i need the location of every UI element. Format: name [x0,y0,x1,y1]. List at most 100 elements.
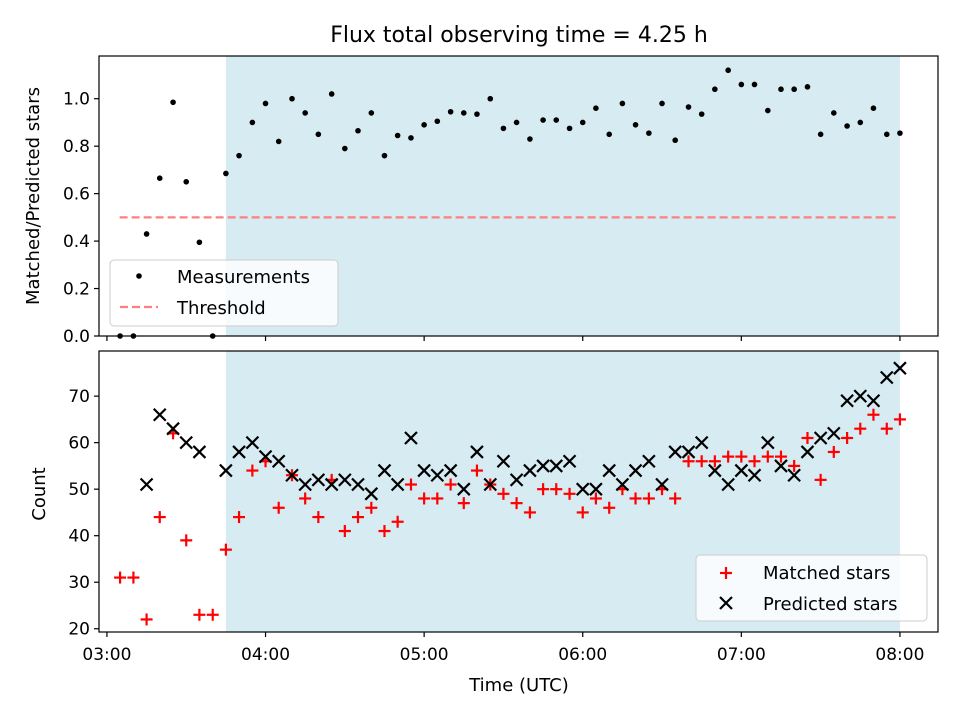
matched-star-point [788,459,801,472]
measurement-point [897,130,903,136]
legend-measurements-marker [136,273,142,279]
matched-star-point [272,501,285,514]
matched-star-point [457,497,470,510]
predicted-star-point [139,477,154,492]
matched-star-point [669,492,682,505]
measurement-point [315,131,322,138]
matched-star-point [722,450,735,463]
measurement-point [725,67,731,74]
predicted-star-point [721,477,735,492]
matched-star-point [418,492,431,505]
bottom-axes-frame [98,350,939,633]
predicted-star-point [232,445,246,459]
legend-threshold-label: Threshold [176,298,266,319]
predicted-star-point [827,426,841,441]
predicted-star-point [708,463,722,478]
x-tick-label: 08:00 [875,645,924,665]
predicted-star-point [787,468,801,482]
predicted-star-point [338,473,352,487]
matched-star-point [140,613,153,626]
predicted-star-point [761,435,775,450]
bottom-y-tick-label: 50 [68,480,90,500]
predicted-star-point [377,463,392,478]
predicted-star-point [747,468,762,482]
predicted-star-point [642,454,656,469]
predicted-star-point [866,394,881,408]
measurement-point [342,145,348,152]
matched-star-point [338,525,351,538]
matched-star-point [114,571,127,584]
predicted-star-point [589,482,603,496]
measurement-point [447,108,454,115]
legend-matched-label: Matched stars [763,563,890,584]
matched-star-point [153,511,166,524]
measurement-point [170,99,176,106]
predicted-star-point [774,459,788,473]
measurement-point [474,111,480,117]
top-y-tick-label: 0.4 [63,232,90,252]
matched-star-point [642,492,655,505]
measurement-point [156,175,163,182]
predicted-star-point [681,445,696,459]
top-y-tick-label: 0.0 [63,327,90,347]
measurement-point [381,152,388,159]
x-axis-label: Time (UTC) [468,675,569,696]
matched-star-point [193,608,206,621]
top-y-tick-label: 1.0 [63,90,90,110]
predicted-star-point [298,477,312,492]
matched-star-point [814,473,827,486]
matched-star-point [537,483,550,496]
measurement-point [368,110,375,116]
matched-star-point [444,478,457,491]
predicted-star-point [166,421,180,436]
predicted-star-point [311,473,326,487]
predicted-star-point [575,482,590,496]
legend-predicted-label: Predicted stars [763,594,897,615]
measurement-point [778,86,784,93]
matched-star-point [735,450,748,463]
matched-star-point [774,450,787,463]
top-y-tick-label: 0.8 [63,137,90,157]
measurement-point [566,125,573,132]
matched-star-point [801,431,814,444]
predicted-star-point [655,477,669,492]
matched-star-point [589,492,602,505]
bottom-legend-box [695,554,928,622]
matched-star-point [523,506,536,519]
matched-star-point [682,455,695,468]
bottom-y-axis-label: Count [29,467,50,520]
measurement-point [408,135,414,141]
measurement-point [804,84,811,90]
predicted-star-point [324,477,339,492]
predicted-star-point [694,435,709,450]
predicted-star-point [457,482,471,496]
x-tick-label: 06:00 [558,645,607,665]
measurement-point [606,131,613,138]
predicted-star-point [219,463,233,478]
matched-star-point [404,478,417,491]
top-y-axis-label: Matched/Predicted stars [23,87,44,305]
top-y-tick-label: 0.2 [63,280,90,300]
predicted-star-point [523,463,537,478]
bottom-y-tick-label: 20 [68,620,90,640]
predicted-star-point [536,459,550,473]
bottom-y-tick-label: 70 [68,387,90,407]
x-tick-label: 07:00 [717,645,766,665]
measurement-point [513,119,520,126]
predicted-star-point [351,477,365,492]
measurement-point [394,132,401,139]
predicted-star-point [602,463,616,478]
predicted-star-point [549,459,564,473]
matched-star-point [497,487,510,500]
matched-star-point [312,511,325,524]
measurement-point [421,122,427,128]
matched-star-point [708,455,721,468]
measurement-point [275,138,282,145]
predicted-star-point [893,361,907,375]
top-legend: Measurements Threshold [109,259,339,327]
matched-star-point [748,455,761,468]
measurement-point [236,152,242,159]
top-legend-box [109,259,339,327]
predicted-star-point [496,454,511,469]
